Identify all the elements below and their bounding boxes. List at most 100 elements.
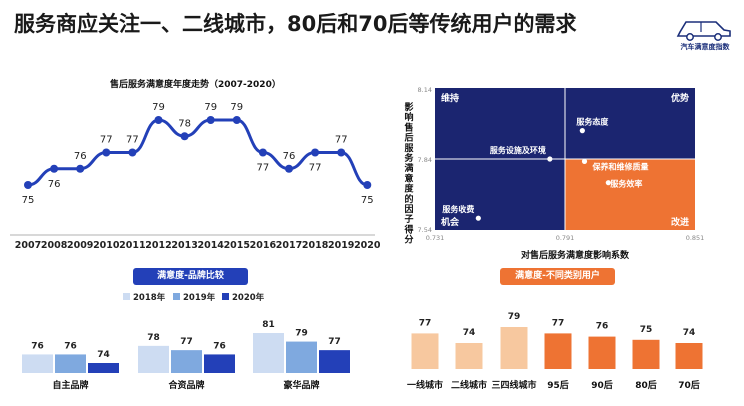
brand-category-label: 豪华品牌 [283,379,319,391]
users-bar [411,333,439,369]
trend-point [285,164,293,173]
trend-x-tick-label: 2018 [302,240,329,251]
trend-x-tick-label: 2015 [224,240,250,251]
quadrant-y-tick-label: 7.54 [418,226,432,234]
trend-point [154,116,163,124]
trend-point [232,116,241,124]
legend-label: 2020年 [232,292,265,303]
quadrant-x-tick-label: 0.791 [556,234,575,242]
trend-data-label: 79 [152,102,165,113]
quadrant-point [547,156,553,162]
trend-x-tick-label: 2012 [145,240,171,251]
brand-bar [171,350,202,373]
users-category-label: 95后 [547,379,569,391]
brand-category-label: 合资品牌 [168,379,204,391]
quadrant-point [605,180,611,186]
quadrant-point-label: 服务态度 [576,117,609,127]
brand-bar [204,354,235,373]
trend-point [50,164,59,173]
legend-swatch [222,293,229,300]
trend-point [102,148,111,157]
brand-bar [88,363,119,373]
trend-x-tick-label: 2019 [328,240,354,251]
quadrant-x-tick-label: 0.851 [686,234,705,242]
users-bar [632,339,660,369]
trend-x-tick-label: 2017 [276,240,302,251]
legend-swatch [123,293,130,300]
trend-data-label: 76 [48,179,61,190]
trend-data-label: 75 [22,195,35,206]
brand-bar-value-label: 81 [262,320,275,330]
trend-x-tick-label: 2013 [171,240,197,251]
quadrant-improve-area [565,159,695,230]
users-bar-value-label: 74 [683,328,696,338]
quadrant-point [579,128,585,134]
trend-chart-title: 售后服务满意度年度走势（2007-2020） [110,80,281,90]
quadrant-point [475,215,481,221]
trend-x-tick-label: 2010 [93,240,120,251]
trend-point [24,181,32,189]
users-bar [675,343,703,369]
quadrant-label-maintain: 维持 [441,92,459,104]
trend-x-tick-label: 2016 [250,240,277,251]
brand-chart-banner: 满意度-品牌比较 [133,268,248,285]
brand-bar [138,345,169,373]
users-bar-value-label: 79 [508,312,521,322]
users-bar-value-label: 74 [463,328,476,338]
users-chart-banner: 满意度-不同类别用户 [500,268,615,285]
users-category-label: 一线城市 [407,379,443,391]
brand-bar-chart: 2018年 2019年 2020年 76 76 74 自主品牌 78 77 76 合资品牌 81 79 7… [22,292,350,391]
quadrant-point-label: 服务设施及环境 [490,145,546,155]
brand-bar [55,354,86,373]
quadrant-x-axis-title: 对售后服务满意度影响系数 [521,249,630,261]
brand-bar [319,350,350,373]
legend-swatch [173,293,180,300]
quadrant-label-improve: 改进 [671,216,689,228]
brand-category-label: 自主品牌 [52,379,88,391]
users-bar-value-label: 76 [596,322,609,332]
trend-data-label: 75 [361,195,374,206]
trend-x-tick-label: 2020 [354,240,380,251]
trend-point [206,116,215,124]
users-category-label: 70后 [678,379,700,391]
trend-x-tick-label: 2014 [197,240,224,251]
trend-line-chart: 75 76 76 77 77 79 78 79 79 77 76 77 77 75 2007 2008 2009… [10,102,380,251]
users-bar [500,327,528,369]
brand-bar-value-label: 74 [97,350,110,360]
quadrant-y-tick-label: 7.84 [418,156,432,164]
brand-bar-value-label: 76 [31,341,44,351]
brand-bar-value-label: 77 [180,337,193,347]
brand-bar [286,341,317,373]
trend-point [76,164,85,173]
brand-bar-value-label: 77 [328,337,341,347]
users-bar-value-label: 77 [419,318,432,328]
trend-data-label: 78 [178,118,191,129]
trend-data-label: 76 [283,151,296,162]
trend-point [311,148,320,157]
trend-data-label: 77 [309,163,322,174]
trend-data-label: 77 [257,163,270,174]
quadrant-point-label: 保养和维修质量 [592,161,649,171]
trend-x-tick-label: 2007 [15,240,41,251]
brand-bar [22,354,53,373]
quadrant-y-tick-label: 8.14 [418,86,432,94]
users-category-label: 80后 [635,379,657,391]
users-bar [544,333,572,369]
trend-point [258,148,267,157]
brand-bar [253,333,284,373]
legend-label: 2019年 [183,292,216,303]
trend-data-label: 79 [204,102,217,113]
users-category-label: 90后 [591,379,613,391]
users-bar-value-label: 75 [640,325,653,335]
users-bar-chart: 77 一线城市 74 二线城市 79 三四线城市 77 95后 76 90后 75 80后 74 70后 [407,312,703,391]
trend-x-tick-label: 2009 [67,240,93,251]
users-bar [588,336,616,369]
brand-bar-value-label: 76 [213,341,226,351]
trend-data-label: 79 [230,102,243,113]
quadrant-point-label: 服务收费 [442,204,474,214]
quadrant-y-axis-title: 影响售后服务满意度的因子得分 [403,102,414,246]
quadrant-label-opportunity: 机会 [441,216,460,228]
quadrant-point-label: 服务效率 [610,179,642,189]
brand-bar-value-label: 78 [147,333,160,343]
